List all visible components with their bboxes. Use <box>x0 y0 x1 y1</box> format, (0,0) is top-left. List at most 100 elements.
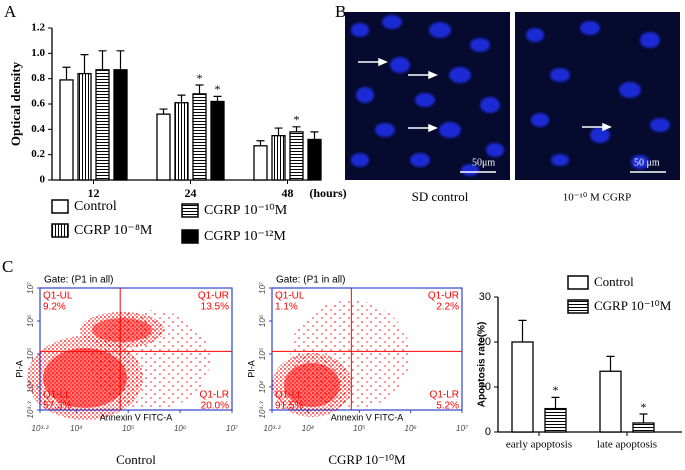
legend-label: Control <box>594 274 634 289</box>
x-tick-label: 10⁷ <box>226 424 239 433</box>
error-bar <box>606 355 615 372</box>
legend-swatch <box>567 299 589 314</box>
x-tick-label: 48 <box>282 186 294 200</box>
x-tick-label: early apoptosis <box>506 439 572 451</box>
x-tick-label: late apoptosis <box>597 439 657 451</box>
caption: Control <box>116 452 156 467</box>
legend-swatch <box>567 275 589 290</box>
bar <box>599 370 622 433</box>
y-tick-label: 0.6 <box>31 98 45 110</box>
y-tick-label: 10⁴ <box>26 380 35 393</box>
caption: CGRP 10⁻¹⁰M <box>328 452 406 467</box>
x-tick-label: 12 <box>88 186 100 200</box>
bar <box>544 407 567 433</box>
x-tick-label: 10³·³ <box>264 424 281 433</box>
y-tick-label: 30 <box>479 291 491 303</box>
legend-swatch <box>51 223 69 238</box>
bar <box>113 69 128 181</box>
error-bar <box>292 126 301 132</box>
quadrant-name: Q1-UR <box>198 291 229 302</box>
x-tick-label: 10⁵ <box>353 424 366 433</box>
quadrant-percent: 57.3% <box>43 401 71 412</box>
x-axis-label: Annexin V FITC-A <box>100 412 173 422</box>
x-tick-label: 10⁵ <box>122 424 135 433</box>
bar <box>174 102 189 181</box>
y-tick-label: 0 <box>40 174 46 186</box>
quadrant-name: Q1-UL <box>275 291 305 302</box>
x-tick-label: 10⁶ <box>174 424 187 433</box>
bar <box>253 145 268 181</box>
y-axis-label: Optical density <box>8 61 23 146</box>
error-bar <box>195 84 204 94</box>
x-tick-label: 10⁴ <box>302 424 315 433</box>
significance-mark: * <box>215 82 221 96</box>
x-tick-label: 10⁴ <box>70 424 83 433</box>
legend-swatch <box>181 203 199 218</box>
bar <box>289 131 304 181</box>
error-bar <box>80 54 89 74</box>
y-tick-label: 10⁷ <box>26 281 35 294</box>
y-tick-label: 10⁴ <box>258 380 267 393</box>
bar <box>95 69 110 181</box>
x-tick-label: 10⁶ <box>405 424 418 433</box>
micrograph <box>345 12 680 180</box>
scale-bar-label: 50μm <box>472 157 495 168</box>
x-tick-label: 10⁷ <box>456 424 469 433</box>
quadrant-name: Q1-LR <box>430 390 459 401</box>
legend-label: CGRP 10⁻¹²M <box>204 229 286 244</box>
bar <box>632 422 655 433</box>
panel-label: A <box>4 2 17 21</box>
quadrant-percent: 9.2% <box>43 302 66 313</box>
plot-frame <box>271 287 463 411</box>
panel-label: C <box>2 257 13 276</box>
y-tick-label: 1.2 <box>31 22 45 34</box>
scale-bar-label: 50 μm <box>634 157 660 168</box>
significance-mark: * <box>197 71 203 85</box>
error-bar <box>98 50 107 70</box>
quadrant-percent: 1.1% <box>275 302 298 313</box>
micrograph-caption: SD control <box>412 189 469 204</box>
x-tick-label: 10³·³ <box>32 424 49 433</box>
error-bar <box>116 50 125 70</box>
y-axis-label: Apoptosis rate(%) <box>477 322 488 408</box>
quadrant-percent: 91.5% <box>275 401 303 412</box>
bar <box>307 138 322 181</box>
error-bar <box>551 396 560 409</box>
y-tick-label: 10⁵ <box>258 347 267 360</box>
bar <box>59 79 74 181</box>
y-tick-label: 0 <box>485 426 491 438</box>
quadrant-percent: 13.5% <box>201 302 229 313</box>
plot-frame <box>39 287 233 411</box>
y-tick-label: 0.4 <box>31 123 45 135</box>
y-tick-label: 10⁶ <box>26 314 35 327</box>
panel-label: B <box>335 2 346 21</box>
y-tick-label: 10³·³ <box>26 401 35 418</box>
quadrant-percent: 5.2% <box>436 401 459 412</box>
quadrant-name: Q1-UR <box>428 291 459 302</box>
x-axis-label: (hours) <box>309 186 346 200</box>
legend-label: CGRP 10⁻¹⁰M <box>204 203 288 218</box>
quadrant-name: Q1-LR <box>200 390 229 401</box>
bar <box>192 93 207 181</box>
error-bar <box>62 66 71 80</box>
y-tick-label: 10⁷ <box>258 281 267 294</box>
error-bar <box>213 95 222 102</box>
error-bar <box>256 140 265 146</box>
x-axis-label: Annexin V FITC-A <box>331 412 404 422</box>
y-tick-label: 1.0 <box>31 47 45 59</box>
gate-label: Gate: (P1 in all) <box>44 275 113 286</box>
quadrant-name: Q1-LL <box>43 390 71 401</box>
micrograph-caption: 10⁻¹⁰ M CGRP <box>563 192 632 204</box>
quadrant-name: Q1-LL <box>275 390 303 401</box>
y-tick-label: 0.8 <box>31 72 45 84</box>
legend-label: CGRP 10⁻¹⁰M <box>594 298 672 313</box>
significance-mark: * <box>294 113 300 127</box>
bar <box>271 135 286 181</box>
bar <box>210 100 225 181</box>
error-bar <box>177 94 186 103</box>
significance-mark: * <box>641 400 647 414</box>
y-tick-label: 0.2 <box>31 148 45 160</box>
y-tick-label: 10 <box>479 381 491 393</box>
significance-mark: * <box>553 383 559 397</box>
